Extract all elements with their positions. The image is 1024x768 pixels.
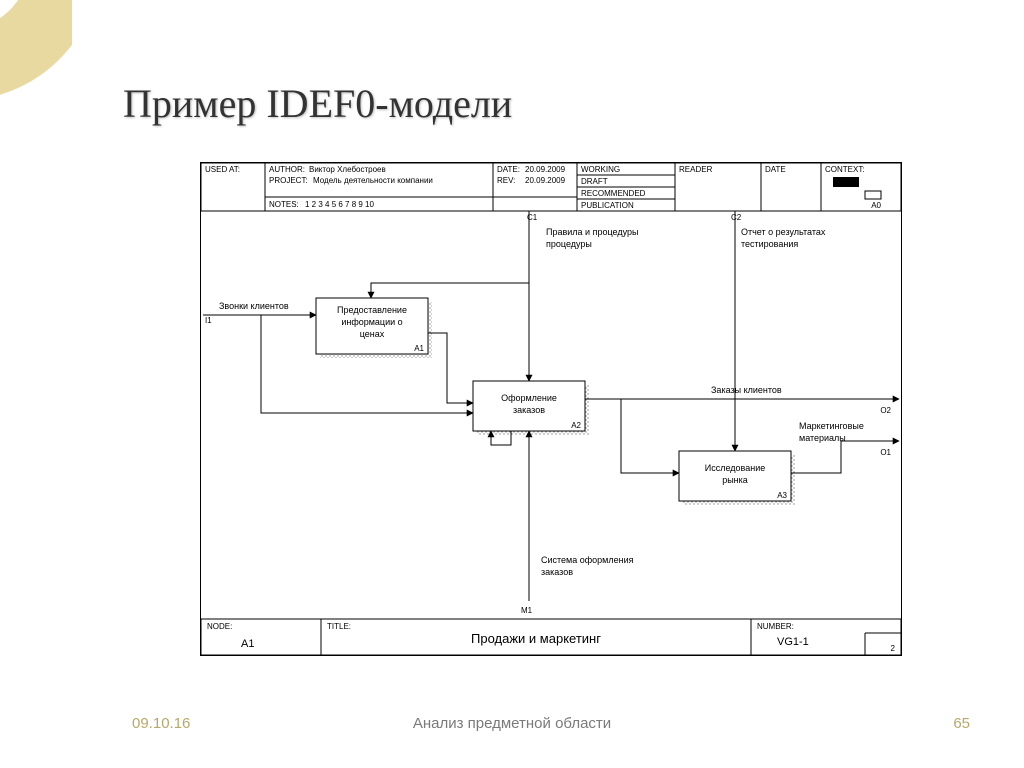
svg-text:1 2 3 4 5 6 7 8 9 10: 1 2 3 4 5 6 7 8 9 10 bbox=[305, 200, 374, 209]
footer-form: NODE: A1 TITLE: Продажи и маркетинг NUMB… bbox=[201, 619, 901, 655]
svg-text:Звонки клиентов: Звонки клиентов bbox=[219, 301, 289, 311]
svg-text:M1: M1 bbox=[521, 606, 533, 615]
svg-text:A1: A1 bbox=[414, 344, 424, 353]
svg-text:заказов: заказов bbox=[541, 567, 573, 577]
diagram-body: Предоставление информации о ценах A1 Офо… bbox=[203, 211, 899, 615]
svg-text:AUTHOR:: AUTHOR: bbox=[269, 165, 305, 174]
svg-text:DATE: DATE bbox=[765, 165, 786, 174]
svg-text:рынка: рынка bbox=[722, 475, 748, 485]
svg-text:TITLE:: TITLE: bbox=[327, 622, 351, 631]
slide-title: Пример IDEF0-модели bbox=[123, 80, 512, 127]
idef0-diagram: USED AT: AUTHOR: Виктор Хлебостроев PROJ… bbox=[200, 162, 902, 656]
svg-text:NOTES:: NOTES: bbox=[269, 200, 299, 209]
svg-text:DRAFT: DRAFT bbox=[581, 177, 608, 186]
svg-text:CONTEXT:: CONTEXT: bbox=[825, 165, 865, 174]
svg-text:информации о: информации о bbox=[341, 317, 402, 327]
svg-text:PROJECT:: PROJECT: bbox=[269, 176, 308, 185]
svg-text:REV:: REV: bbox=[497, 176, 515, 185]
header-form: USED AT: AUTHOR: Виктор Хлебостроев PROJ… bbox=[201, 163, 901, 211]
svg-text:Исследование: Исследование bbox=[705, 463, 765, 473]
svg-text:WORKING: WORKING bbox=[581, 165, 620, 174]
svg-text:Маркетинговые: Маркетинговые bbox=[799, 421, 864, 431]
svg-text:материалы: материалы bbox=[799, 433, 846, 443]
svg-text:O1: O1 bbox=[880, 448, 891, 457]
svg-text:DATE:: DATE: bbox=[497, 165, 520, 174]
svg-text:I1: I1 bbox=[205, 316, 212, 325]
svg-text:A1: A1 bbox=[241, 638, 254, 650]
svg-text:Отчет о результатах: Отчет о результатах bbox=[741, 227, 826, 237]
svg-text:Заказы клиентов: Заказы клиентов bbox=[711, 385, 782, 395]
svg-text:Правила и процедуры: Правила и процедуры bbox=[546, 227, 638, 237]
svg-text:тестирования: тестирования bbox=[741, 239, 798, 249]
svg-text:USED AT:: USED AT: bbox=[205, 165, 240, 174]
svg-text:NODE:: NODE: bbox=[207, 622, 232, 631]
svg-text:A2: A2 bbox=[571, 421, 581, 430]
svg-text:Предоставление: Предоставление bbox=[337, 305, 407, 315]
page-number: 65 bbox=[953, 715, 970, 732]
svg-text:VG1-1: VG1-1 bbox=[777, 636, 809, 648]
svg-text:Система оформления: Система оформления bbox=[541, 555, 634, 565]
corner-accent bbox=[0, 0, 72, 140]
svg-text:A0: A0 bbox=[871, 201, 881, 210]
svg-text:Оформление: Оформление bbox=[501, 393, 557, 403]
svg-text:Модель деятельности компании: Модель деятельности компании bbox=[313, 176, 433, 185]
svg-text:ценах: ценах bbox=[360, 329, 385, 339]
svg-text:20.09.2009: 20.09.2009 bbox=[525, 165, 566, 174]
svg-text:READER: READER bbox=[679, 165, 713, 174]
footer-text: Анализ предметной области bbox=[0, 715, 1024, 732]
svg-text:C2: C2 bbox=[731, 213, 742, 222]
svg-text:NUMBER:: NUMBER: bbox=[757, 622, 794, 631]
svg-text:RECOMMENDED: RECOMMENDED bbox=[581, 189, 646, 198]
svg-text:процедуры: процедуры bbox=[546, 239, 592, 249]
svg-text:Виктор Хлебостроев: Виктор Хлебостроев bbox=[309, 165, 386, 174]
svg-text:20.09.2009: 20.09.2009 bbox=[525, 176, 566, 185]
svg-text:A3: A3 bbox=[777, 491, 787, 500]
svg-text:Продажи и маркетинг: Продажи и маркетинг bbox=[471, 631, 601, 646]
svg-text:2: 2 bbox=[891, 644, 896, 653]
svg-text:заказов: заказов bbox=[513, 405, 545, 415]
svg-text:PUBLICATION: PUBLICATION bbox=[581, 201, 634, 210]
svg-text:O2: O2 bbox=[880, 406, 891, 415]
